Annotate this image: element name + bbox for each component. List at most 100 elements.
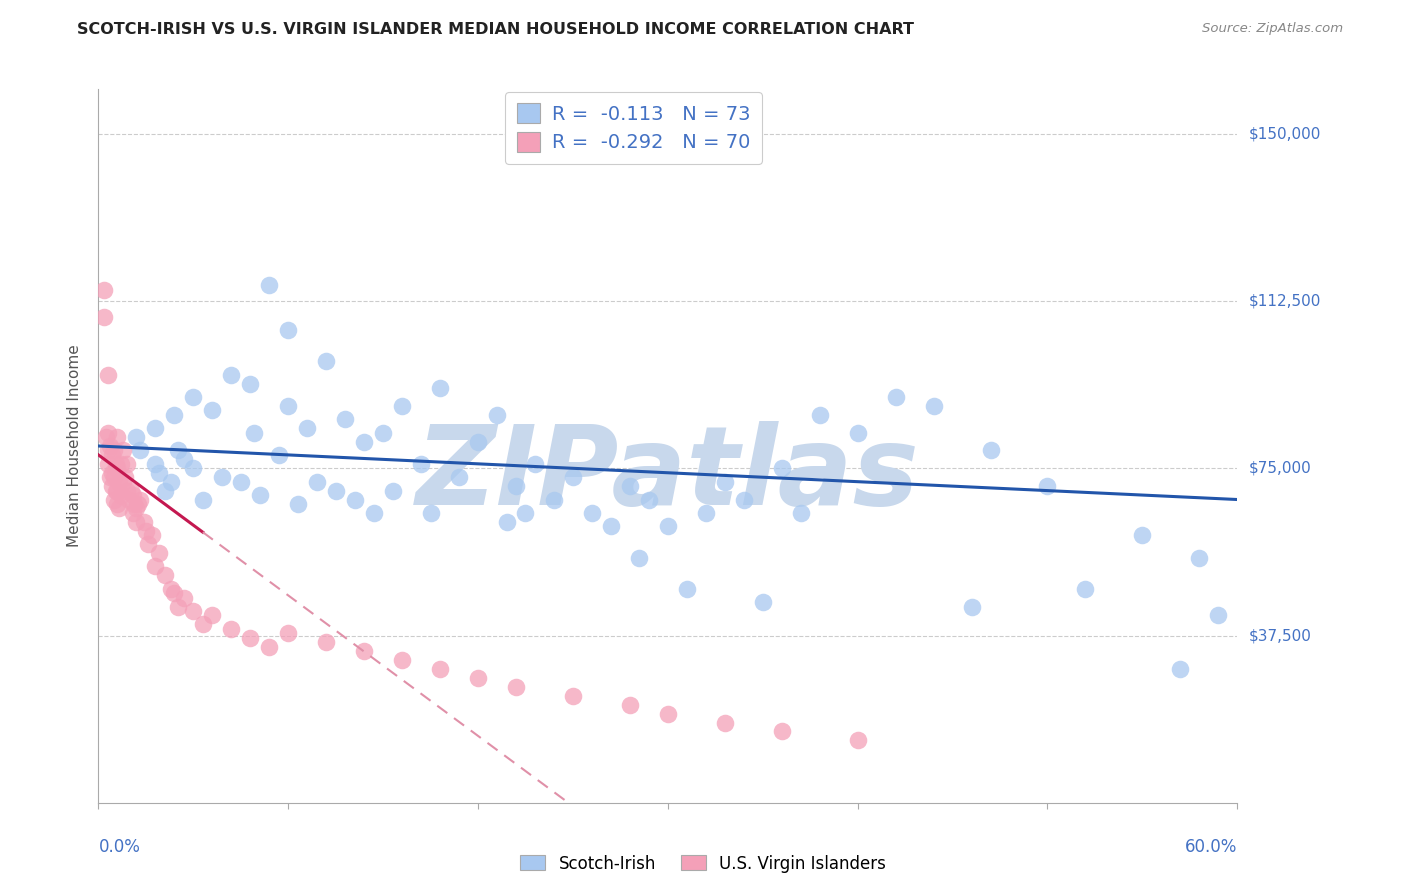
Point: [191, 617, 214, 632]
Point: [770, 461, 793, 475]
Point: [628, 550, 651, 565]
Point: [183, 461, 205, 475]
Point: [335, 412, 357, 426]
Point: [960, 599, 983, 614]
Point: [619, 698, 641, 712]
Point: [129, 443, 152, 458]
Point: [790, 506, 813, 520]
Point: [159, 475, 181, 489]
Point: [173, 452, 195, 467]
Point: [118, 492, 141, 507]
Point: [562, 689, 585, 703]
Point: [107, 497, 129, 511]
Point: [107, 430, 129, 444]
Point: [695, 506, 717, 520]
Text: 0.0%: 0.0%: [98, 838, 141, 856]
Point: [979, 443, 1001, 458]
Point: [267, 448, 290, 462]
Point: [543, 492, 565, 507]
Point: [277, 626, 299, 640]
Point: [127, 497, 149, 511]
Point: [315, 354, 337, 368]
Point: [103, 443, 125, 458]
Point: [115, 457, 138, 471]
Point: [125, 515, 148, 529]
Text: 60.0%: 60.0%: [1185, 838, 1237, 856]
Point: [1036, 479, 1059, 493]
Point: [657, 519, 679, 533]
Point: [325, 483, 347, 498]
Point: [315, 635, 337, 649]
Point: [277, 399, 299, 413]
Point: [277, 323, 299, 337]
Point: [808, 408, 831, 422]
Point: [201, 403, 224, 417]
Point: [159, 582, 181, 596]
Y-axis label: Median Household Income: Median Household Income: [67, 344, 83, 548]
Point: [125, 501, 148, 516]
Point: [135, 524, 157, 538]
Point: [922, 399, 945, 413]
Point: [129, 492, 152, 507]
Point: [124, 497, 146, 511]
Point: [104, 483, 127, 498]
Point: [110, 488, 132, 502]
Point: [97, 457, 120, 471]
Point: [148, 546, 170, 560]
Point: [153, 568, 176, 582]
Point: [297, 421, 319, 435]
Point: [391, 653, 413, 667]
Point: [467, 434, 489, 449]
Point: [167, 599, 190, 614]
Point: [581, 506, 603, 520]
Point: [221, 368, 243, 382]
Point: [259, 278, 281, 293]
Point: [211, 470, 233, 484]
Point: [93, 310, 115, 324]
Point: [167, 443, 190, 458]
Point: [94, 430, 117, 444]
Point: [486, 408, 509, 422]
Point: [93, 283, 115, 297]
Point: [1132, 528, 1154, 542]
Point: [173, 591, 195, 605]
Point: [183, 604, 205, 618]
Point: [114, 470, 136, 484]
Point: [657, 706, 679, 721]
Point: [429, 662, 451, 676]
Legend: Scotch-Irish, U.S. Virgin Islanders: Scotch-Irish, U.S. Virgin Islanders: [513, 848, 893, 880]
Point: [221, 622, 243, 636]
Point: [107, 461, 129, 475]
Point: [676, 582, 699, 596]
Text: $37,500: $37,500: [1249, 628, 1312, 643]
Point: [163, 408, 186, 422]
Point: [112, 443, 135, 458]
Point: [752, 595, 775, 609]
Point: [419, 506, 441, 520]
Text: Source: ZipAtlas.com: Source: ZipAtlas.com: [1202, 22, 1343, 36]
Point: [363, 506, 385, 520]
Point: [429, 381, 451, 395]
Point: [770, 724, 793, 739]
Point: [100, 448, 122, 462]
Point: [505, 479, 527, 493]
Point: [381, 483, 404, 498]
Point: [1170, 662, 1192, 676]
Point: [515, 506, 537, 520]
Point: [353, 644, 375, 658]
Point: [121, 506, 143, 520]
Point: [100, 479, 122, 493]
Point: [145, 559, 167, 574]
Point: [97, 443, 120, 458]
Point: [98, 470, 121, 484]
Point: [100, 466, 122, 480]
Point: [107, 483, 129, 498]
Point: [239, 631, 262, 645]
Point: [505, 680, 527, 694]
Point: [243, 425, 266, 440]
Point: [467, 671, 489, 685]
Point: [163, 586, 186, 600]
Point: [148, 466, 170, 480]
Point: [1188, 550, 1211, 565]
Point: [110, 457, 132, 471]
